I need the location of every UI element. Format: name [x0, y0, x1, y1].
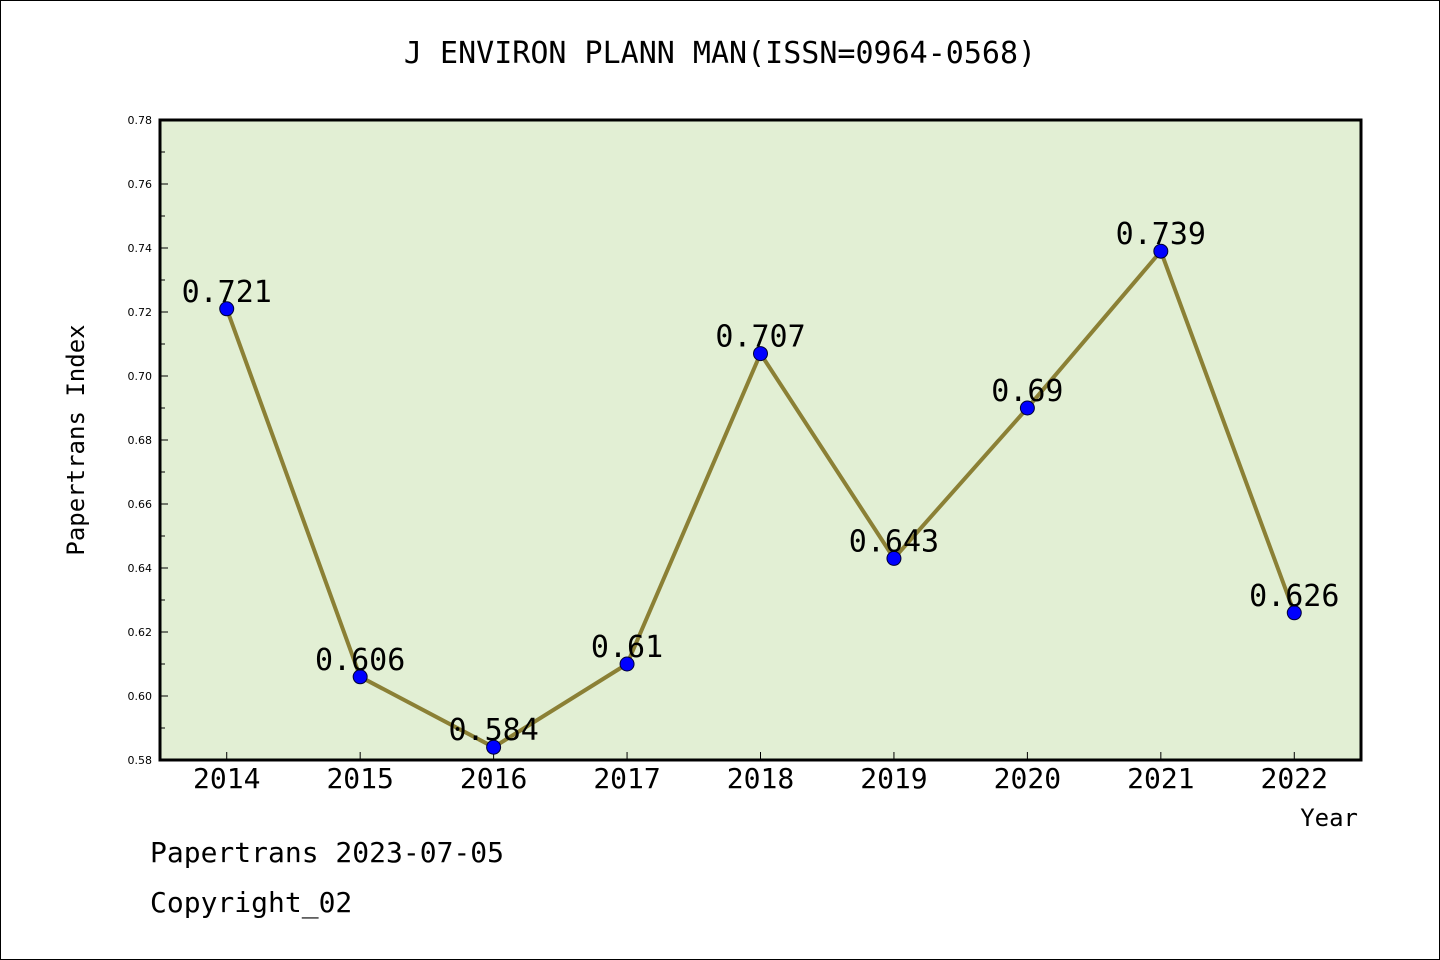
- data-point-2015: [352, 669, 368, 685]
- data-point-2021: [1153, 243, 1169, 259]
- x-tick-label: 2018: [727, 762, 794, 795]
- y-tick-label: 0.78: [128, 114, 153, 127]
- data-label-2017: 0.61: [591, 630, 663, 665]
- data-point-2014: [219, 301, 235, 317]
- y-tick-label: 0.64: [128, 562, 153, 575]
- x-tick-label: 2014: [193, 762, 260, 795]
- y-axis: 0.58 0.60 0.62 0.64 0.66 0.68 0.70 0.72 0.74 0.76…: [128, 114, 168, 767]
- data-points: [219, 243, 1302, 755]
- footer-date: Papertrans 2023-07-05: [150, 836, 505, 869]
- y-tick-label: 0.74: [128, 242, 153, 255]
- data-label-2020: 0.69: [991, 374, 1063, 409]
- x-axis-label: Year: [1300, 804, 1358, 832]
- data-point-2019: [886, 550, 902, 566]
- data-label-2021: 0.739: [1116, 217, 1206, 252]
- data-point-2018: [753, 346, 768, 362]
- y-tick-label: 0.72: [128, 306, 153, 319]
- x-tick-label: 2022: [1261, 762, 1328, 795]
- x-axis: 2014 2015 2016 2017 2018 2019 2020 2021 2022: [193, 752, 1328, 795]
- x-tick-label: 2017: [593, 762, 660, 795]
- y-axis-label: Papertrans Index: [62, 324, 90, 555]
- plot-area: [160, 120, 1361, 760]
- y-tick-label: 0.58: [128, 754, 153, 767]
- y-tick-label: 0.70: [128, 370, 153, 383]
- y-tick-label: 0.62: [128, 626, 153, 639]
- data-label-2015: 0.606: [315, 643, 405, 678]
- chart-title: J ENVIRON PLANN MAN(ISSN=0964-0568): [403, 36, 1037, 71]
- y-tick-label: 0.76: [128, 178, 153, 191]
- data-label-2022: 0.626: [1249, 579, 1339, 614]
- data-point-2020: [1019, 400, 1035, 416]
- plot-border: [158, 118, 1363, 762]
- footer-copyright: Copyright_02: [150, 886, 353, 919]
- y-tick-label: 0.60: [128, 690, 153, 703]
- x-tick-label: 2020: [994, 762, 1061, 795]
- data-label-2016: 0.584: [448, 713, 538, 748]
- x-tick-label: 2016: [460, 762, 527, 795]
- data-point-2016: [486, 739, 502, 755]
- data-label-2014: 0.721: [182, 275, 272, 310]
- data-point-2022: [1286, 605, 1302, 621]
- data-labels: 0.721 0.606 0.584 0.61 0.707 0.643 0.69 0.739 0.…: [182, 217, 1340, 748]
- y-tick-label: 0.66: [128, 498, 153, 511]
- data-label-2018: 0.707: [715, 320, 805, 355]
- x-tick-label: 2015: [326, 762, 393, 795]
- x-tick-label: 2019: [860, 762, 927, 795]
- x-tick-label: 2021: [1127, 762, 1194, 795]
- data-label-2019: 0.643: [849, 524, 939, 559]
- data-point-2017: [619, 656, 635, 672]
- y-tick-label: 0.68: [128, 434, 153, 447]
